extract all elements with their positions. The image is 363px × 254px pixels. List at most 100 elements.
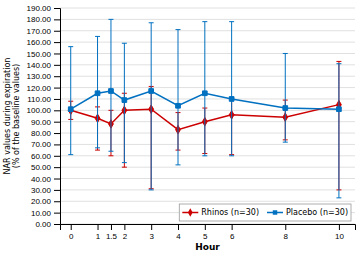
- tick: 160.00: [27, 38, 60, 47]
- tick: 150.00: [27, 50, 60, 59]
- tick-mark: [54, 122, 60, 123]
- tick-mark: [54, 65, 60, 66]
- tick-mark: [54, 99, 60, 100]
- error-bar: [68, 47, 73, 155]
- tick: 100.00: [27, 106, 60, 115]
- tick-mark: [54, 133, 60, 134]
- tick-label: 120.00: [27, 84, 52, 93]
- tick-mark: [54, 190, 60, 191]
- tick-label: 90.00: [31, 118, 52, 127]
- grid-line: [60, 167, 355, 168]
- legend: Rhinos (n=30) Placebo (n=30): [179, 204, 351, 221]
- legend-marker: [273, 210, 277, 214]
- y-axis: 0.0010.0020.0030.0040.0050.0060.0070.008…: [27, 4, 61, 229]
- tick-mark: [54, 88, 60, 89]
- tick-mark: [54, 110, 60, 111]
- legend-marker: [188, 208, 193, 216]
- tick-label: 130.00: [27, 72, 52, 81]
- tick: 10.00: [31, 209, 60, 218]
- x-axis-title: Hour: [195, 242, 220, 252]
- error-bar: [336, 64, 341, 198]
- tick-mark: [124, 224, 125, 230]
- tick-mark: [71, 224, 72, 230]
- tick-label: 30.00: [31, 186, 52, 195]
- axis-line: [61, 225, 356, 231]
- grid-line: [60, 133, 355, 134]
- tick: 4: [176, 224, 181, 241]
- tick-label: 10.00: [31, 209, 52, 218]
- marker: [176, 103, 181, 108]
- tick-mark: [339, 224, 340, 230]
- grid-line: [60, 87, 355, 88]
- tick-mark: [54, 167, 60, 168]
- legend-item: Rhinos (n=30): [182, 208, 259, 217]
- chart: 011.5234568100.0010.0020.0030.0040.0050.…: [0, 0, 363, 254]
- tick: 1.5: [106, 224, 118, 241]
- marks: [68, 19, 341, 197]
- tick: 180.00: [27, 15, 60, 24]
- tick: 0: [69, 224, 74, 241]
- tick: 120.00: [27, 84, 60, 93]
- tick-label: 10: [335, 232, 344, 241]
- error-bar: [149, 23, 154, 190]
- tick: 140.00: [27, 61, 60, 70]
- tick: 30.00: [31, 186, 60, 195]
- tick-label: 2: [123, 232, 128, 241]
- series: [68, 19, 341, 197]
- grid-line: [60, 42, 355, 43]
- marker: [202, 91, 207, 96]
- tick-mark: [54, 201, 60, 202]
- tick-mark: [54, 224, 60, 225]
- tick-mark: [54, 76, 60, 77]
- marker: [109, 89, 114, 94]
- grid-line: [60, 178, 355, 179]
- error-bar: [283, 53, 288, 142]
- tick-mark: [285, 224, 286, 230]
- tick: 170.00: [27, 27, 60, 36]
- marker: [283, 106, 288, 111]
- plot: 011.5234568100.0010.0020.0030.0040.0050.…: [27, 4, 356, 241]
- tick: 1: [96, 224, 101, 241]
- tick-mark: [54, 156, 60, 157]
- tick-label: 8: [284, 232, 289, 241]
- tick: 5: [203, 224, 208, 241]
- tick-mark: [54, 8, 60, 9]
- tick-label: 0.00: [35, 220, 51, 229]
- tick-mark: [98, 224, 99, 230]
- tick: 110.00: [27, 95, 60, 104]
- grid-line: [60, 155, 355, 156]
- tick: 60.00: [31, 152, 60, 161]
- tick: 130.00: [27, 72, 60, 81]
- grid-line: [60, 76, 355, 77]
- tick-label: 180.00: [27, 15, 52, 24]
- grid-line: [60, 8, 355, 9]
- tick: 70.00: [31, 140, 60, 149]
- grid-line: [60, 30, 355, 31]
- legend-label: Placebo (n=30): [286, 208, 348, 217]
- marker: [149, 89, 154, 94]
- tick-mark: [178, 224, 179, 230]
- tick: 8: [284, 224, 289, 241]
- grid: [60, 8, 355, 224]
- marker: [337, 107, 342, 112]
- tick-mark: [54, 213, 60, 214]
- x-axis: 0 1 1.5 2 3 4 5 6 8 10: [61, 224, 356, 241]
- legend-label: Rhinos (n=30): [201, 208, 259, 217]
- tick: 50.00: [31, 163, 60, 172]
- grid-line: [60, 98, 355, 99]
- tick-label: 100.00: [27, 106, 52, 115]
- tick-label: 3: [149, 232, 154, 241]
- tick-label: 1.5: [106, 232, 118, 241]
- tick-label: 110.00: [27, 95, 51, 104]
- tick-mark: [54, 19, 60, 20]
- tick: 10: [335, 224, 344, 241]
- tick: 190.00: [27, 4, 60, 13]
- tick-label: 60.00: [31, 152, 52, 161]
- error-bar: [122, 43, 127, 162]
- tick-label: 140.00: [27, 61, 52, 70]
- tick-label: 160.00: [27, 38, 52, 47]
- tick: 3: [149, 224, 154, 241]
- tick-mark: [54, 53, 60, 54]
- tick: 6: [230, 224, 235, 241]
- grid-line: [60, 189, 355, 190]
